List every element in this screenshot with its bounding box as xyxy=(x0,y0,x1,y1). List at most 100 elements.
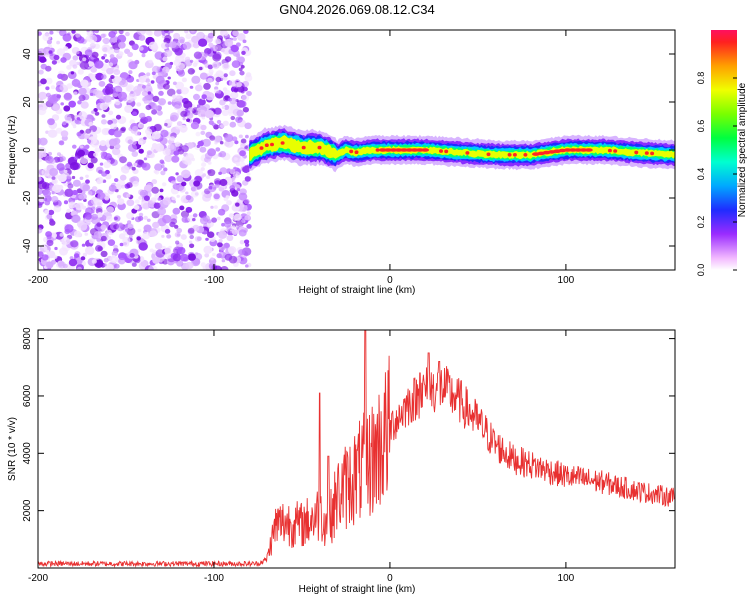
noise-speckle xyxy=(174,224,179,229)
noise-speckle xyxy=(38,227,43,234)
noise-speckle xyxy=(151,131,161,140)
noise-speckle xyxy=(189,234,194,240)
noise-speckle xyxy=(184,30,189,34)
noise-speckle xyxy=(234,140,239,145)
noise-speckle xyxy=(101,74,107,80)
noise-speckle xyxy=(118,252,127,261)
noise-speckle xyxy=(231,60,241,68)
noise-speckle xyxy=(138,242,148,251)
noise-speckle xyxy=(175,240,180,245)
signal-peak xyxy=(465,151,470,155)
noise-speckle xyxy=(75,50,80,55)
noise-speckle xyxy=(138,75,147,83)
noise-speckle xyxy=(133,162,138,167)
noise-speckle xyxy=(126,85,132,91)
noise-speckle xyxy=(185,153,194,161)
noise-speckle xyxy=(207,161,212,165)
noise-speckle xyxy=(178,36,186,43)
noise-speckle xyxy=(91,117,96,121)
noise-speckle xyxy=(229,121,237,128)
noise-speckle xyxy=(235,42,241,47)
noise-speckle xyxy=(238,100,247,108)
noise-speckle xyxy=(131,166,136,171)
noise-speckle xyxy=(58,174,67,183)
noise-speckle xyxy=(204,109,214,119)
noise-speckle xyxy=(38,31,42,36)
noise-speckle xyxy=(85,179,90,184)
noise-speckle xyxy=(159,206,164,210)
noise-speckle xyxy=(75,202,84,211)
noise-speckle xyxy=(161,234,165,238)
signal-peak xyxy=(507,153,512,157)
noise-speckle xyxy=(56,48,65,56)
noise-speckle xyxy=(153,124,162,132)
noise-speckle xyxy=(190,121,199,130)
noise-speckle xyxy=(160,170,166,176)
noise-speckle xyxy=(87,139,92,144)
noise-speckle xyxy=(71,30,76,34)
noise-speckle xyxy=(73,230,82,238)
noise-speckle xyxy=(171,155,180,163)
noise-speckle xyxy=(63,105,71,112)
noise-speckle xyxy=(236,109,244,117)
noise-speckle xyxy=(106,67,114,75)
noise-speckle xyxy=(207,219,212,224)
noise-speckle xyxy=(75,33,81,38)
noise-speckle xyxy=(64,188,74,197)
noise-speckle xyxy=(224,133,234,143)
noise-speckle xyxy=(191,35,200,44)
noise-speckle xyxy=(126,193,131,198)
noise-speckle xyxy=(241,219,246,223)
noise-speckle xyxy=(43,190,51,198)
noise-speckle xyxy=(242,39,247,44)
x-tick-label: -200 xyxy=(28,573,48,584)
noise-speckle xyxy=(98,80,106,87)
noise-speckle xyxy=(159,159,165,164)
noise-speckle xyxy=(170,218,178,225)
noise-speckle xyxy=(181,145,189,153)
noise-speckle xyxy=(105,263,114,270)
noise-speckle xyxy=(163,83,170,90)
noise-speckle xyxy=(68,258,78,267)
colorbar-tick-label: 0.8 xyxy=(696,72,706,85)
noise-speckle xyxy=(103,257,109,263)
noise-speckle xyxy=(162,56,168,62)
noise-speckle xyxy=(101,44,111,53)
noise-speckle xyxy=(42,33,51,42)
noise-speckle xyxy=(185,33,192,40)
noise-speckle xyxy=(46,234,52,240)
noise-speckle xyxy=(107,119,113,125)
noise-speckle xyxy=(226,200,232,206)
noise-speckle xyxy=(112,147,121,156)
noise-speckle xyxy=(202,193,212,202)
noise-speckle xyxy=(142,231,151,240)
noise-speckle xyxy=(244,215,251,221)
noise-speckle xyxy=(138,212,144,217)
noise-speckle xyxy=(106,83,113,90)
noise-speckle xyxy=(79,182,90,192)
noise-speckle xyxy=(232,30,240,37)
noise-speckle xyxy=(207,32,215,39)
noise-speckle xyxy=(146,182,154,190)
noise-speckle xyxy=(207,231,215,238)
noise-speckle xyxy=(123,241,130,247)
noise-speckle xyxy=(78,87,87,96)
noise-speckle xyxy=(173,32,181,40)
colorbar-label: Normalized spectral amplitude xyxy=(737,82,748,217)
noise-speckle xyxy=(235,116,243,123)
noise-speckle xyxy=(126,161,133,167)
noise-speckle xyxy=(70,240,79,248)
noise-speckle xyxy=(141,53,146,58)
noise-speckle xyxy=(132,125,139,132)
noise-speckle xyxy=(239,161,246,168)
noise-speckle xyxy=(65,239,70,243)
x-tick-label: 100 xyxy=(558,573,575,584)
noise-speckle xyxy=(192,62,198,67)
noise-speckle xyxy=(101,114,106,118)
noise-speckle xyxy=(113,48,120,54)
noise-speckle xyxy=(219,99,226,106)
noise-speckle xyxy=(213,186,217,190)
noise-speckle xyxy=(167,143,175,151)
noise-speckle xyxy=(237,33,246,41)
noise-speckle xyxy=(143,157,148,161)
